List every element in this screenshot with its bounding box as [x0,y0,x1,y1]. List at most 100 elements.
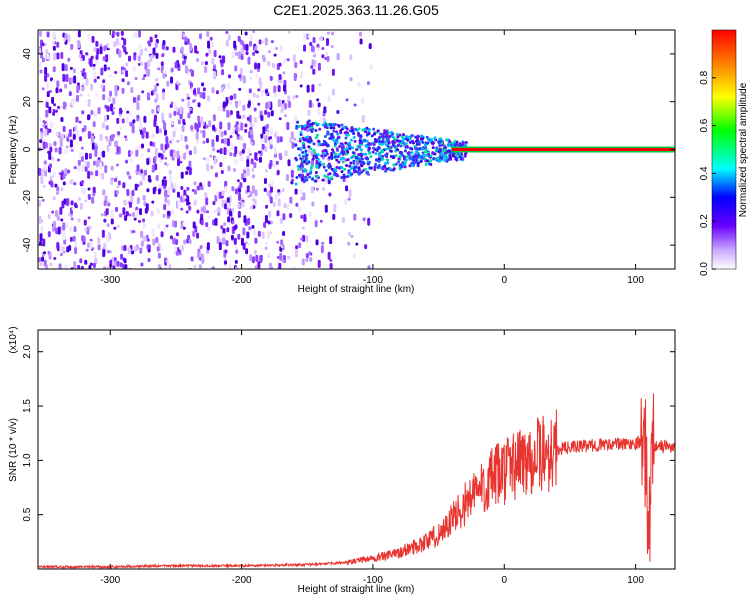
spectrogram-cell [87,33,91,39]
spectrogram-cell [152,141,156,147]
spectrogram-cell [116,260,120,267]
spectrogram-cell [298,206,302,213]
spectrogram-cell [365,133,369,137]
spectrogram-cell [233,93,237,100]
spectrogram-cell [123,258,127,264]
spectrogram-cell [232,127,236,132]
spectrogram-cell [166,80,170,87]
spectrogram-cell [363,127,367,131]
spectrogram-cell [333,203,337,208]
spectrogram-cell [301,258,305,266]
spectrogram-cell [200,220,204,226]
spectrogram-cell [292,95,296,100]
spectrogram-cell [409,147,413,151]
spectrogram-cell [220,170,224,175]
spectrogram-cell [227,82,231,89]
spectrogram-cell [367,265,371,269]
spectrogram-cell [189,107,193,111]
spectrogram-cell [424,141,428,145]
spectrogram-cell [309,126,313,130]
spectrogram-cell [245,51,249,56]
spectrogram-cell [353,213,357,221]
spectrogram-cell [60,187,64,192]
spectrogram-cell [129,157,133,162]
spectrogram-cell [205,124,209,129]
snr-y-ticks: 0.5 1.0 1.5 2.0 [22,344,675,522]
spectrogram-cell [125,211,129,217]
spectrogram-cell [59,88,63,93]
spectrogram-cell [164,129,168,136]
spectrogram-cell [177,158,181,167]
spectrogram-cell [171,138,175,144]
spectrogram-cell [89,240,93,249]
spectrogram-cell [309,147,313,151]
spectrogram-cell [264,214,268,223]
spectrogram-cell [187,112,191,119]
spectrogram-cell [349,54,353,61]
spectrogram-cell [428,140,432,144]
spectrogram-cell [188,239,192,245]
spectrogram-cell [62,73,66,82]
spectrogram-cell [180,223,184,229]
spectrogram-cell [209,36,213,41]
spectrogram-cell [160,153,164,160]
spectrogram-cell [403,165,407,169]
spectrogram-cell [132,119,136,124]
spectrogram-cell [49,146,53,153]
spectrogram-cell [330,167,334,171]
spectrogram-cell [177,119,181,125]
spectrogram-cell [269,185,273,193]
spectrogram-cell [438,140,442,144]
y-tick-label: -20 [22,190,33,205]
spectrogram-cell [146,188,150,193]
spectrogram-cell [41,57,45,63]
spectrogram-cell [307,139,311,143]
spectrogram-cell [302,192,306,201]
spectrogram-cell [213,64,217,70]
spectrogram-cell [46,53,50,60]
spectrogram-cell [127,149,131,157]
spectrogram-cell [241,40,245,46]
spectrogram-cell [111,30,115,35]
spectrogram-cell [329,155,333,159]
spectrogram-cell [186,166,190,171]
spectrogram-cell [102,56,106,62]
spectrogram-cell [360,164,364,168]
spectrogram-cell [72,133,76,140]
spectrogram-cell [303,44,307,52]
frequency-ridge [451,146,675,153]
spectrogram-cell [267,101,271,109]
spectrogram-cell [238,87,242,91]
spectrogram-cell [289,196,293,204]
spectrogram-cell [242,75,246,84]
spectrogram-cell [403,162,407,166]
spectrogram-cell [249,254,253,262]
spectrogram-cell [325,38,329,47]
spectrogram-cell [45,122,49,126]
x-tick-label: -200 [232,575,252,586]
spectrogram-cell [184,36,188,42]
spectrogram-cell [234,188,238,195]
spectrogram-cell [175,238,179,245]
spectrogram-cell [277,198,281,207]
spectrogram-cell [195,50,199,54]
spectrogram-cell [267,221,271,225]
spectrogram-cell [84,152,88,160]
spectrogram-cell [43,163,47,171]
spectrogram-cell [389,146,393,150]
spectrogram-cell [320,154,324,158]
spectrogram-cell [61,63,65,72]
spectrogram-cell [156,104,160,108]
spectrogram-cell [80,155,84,162]
colorbar-tick-label: 0.8 [699,70,710,84]
spectrogram-cell [319,35,323,41]
spectrogram-cell [146,158,150,166]
spectrogram-cell [165,46,169,51]
spectrogram-cell [84,199,88,203]
spectrogram-cell [45,49,49,55]
spectrogram-cell [251,167,255,172]
spectrogram-cell [103,242,107,247]
spectrogram-cell [424,146,428,150]
spectrogram-cell [238,74,242,79]
spectrogram-cell [236,133,240,137]
